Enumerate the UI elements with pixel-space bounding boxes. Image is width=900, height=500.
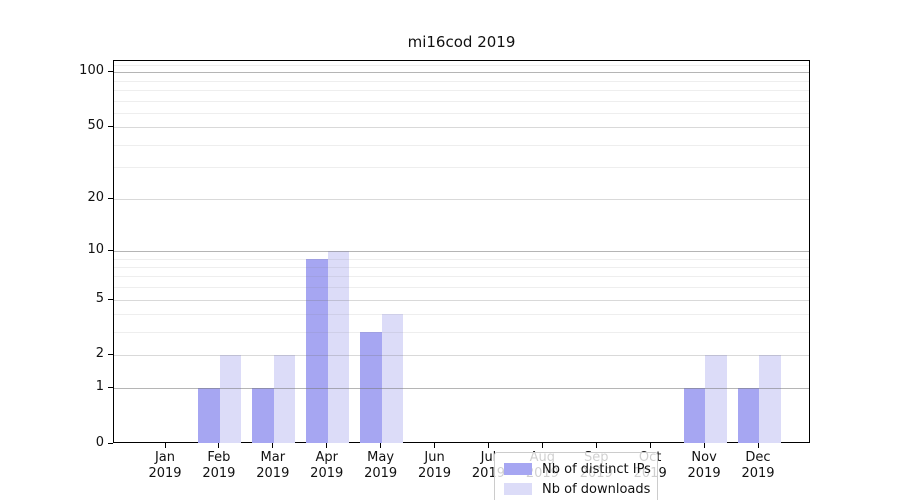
x-tick-mark <box>434 443 436 448</box>
gridline-y-5 <box>114 300 809 301</box>
x-axis-tick-label: May 2019 <box>364 450 398 481</box>
gridline-y-40 <box>114 145 809 146</box>
legend-item-distinct-ips: Nb of distinct IPs <box>504 459 651 479</box>
legend-swatch-downloads <box>504 483 532 495</box>
bars-layer <box>114 61 809 443</box>
legend-item-downloads: Nb of downloads <box>504 479 651 499</box>
gridline-y-7 <box>114 276 809 277</box>
x-tick-mark <box>326 443 328 448</box>
x-tick-mark <box>164 443 166 448</box>
y-axis-tick-label: 20 <box>87 190 104 205</box>
gridline-y-3 <box>114 332 809 333</box>
bar-distinct-ips <box>198 388 220 443</box>
x-tick-mark <box>380 443 382 448</box>
y-tick-mark <box>108 250 113 251</box>
x-axis-tick-label: Jan 2019 <box>148 450 182 481</box>
x-axis-tick-label: Mar 2019 <box>256 450 290 481</box>
x-tick-mark <box>595 443 597 448</box>
y-tick-mark <box>108 354 113 355</box>
y-axis-tick-label: 50 <box>87 118 104 133</box>
gridline-y-20 <box>114 199 809 200</box>
y-axis-tick-label: 0 <box>95 435 104 450</box>
bar-downloads <box>381 314 404 443</box>
y-axis-tick-label: 100 <box>79 63 104 78</box>
y-tick-mark <box>108 126 113 127</box>
y-tick-mark <box>108 299 113 300</box>
x-tick-mark <box>272 443 274 448</box>
legend: Nb of distinct IPs Nb of downloads <box>494 452 658 500</box>
gridline-y-90 <box>114 81 809 82</box>
legend-label-distinct-ips: Nb of distinct IPs <box>542 461 651 477</box>
x-tick-mark <box>757 443 759 448</box>
gridline-y-6 <box>114 287 809 288</box>
bar-distinct-ips <box>252 388 274 443</box>
gridline-y-10 <box>114 251 809 252</box>
x-axis-tick-label: Nov 2019 <box>687 450 721 481</box>
gridline-y-80 <box>114 90 809 91</box>
gridline-y-60 <box>114 113 809 114</box>
bar-downloads <box>759 355 781 443</box>
bar-distinct-ips <box>360 332 382 443</box>
y-tick-mark <box>108 198 113 199</box>
x-axis-tick-label: Dec 2019 <box>741 450 775 481</box>
gridline-y-70 <box>114 101 809 102</box>
gridline-y-50 <box>114 127 809 128</box>
x-tick-mark <box>541 443 543 448</box>
bar-downloads <box>219 355 242 443</box>
y-tick-mark <box>108 387 113 388</box>
bar-distinct-ips <box>306 258 328 443</box>
gridline-y-1 <box>114 388 809 389</box>
x-axis-tick-label: Apr 2019 <box>310 450 344 481</box>
gridline-y-2 <box>114 355 809 356</box>
y-axis-tick-label: 1 <box>95 379 104 394</box>
grid-layer <box>114 61 809 442</box>
gridline-y-8 <box>114 267 809 268</box>
x-tick-mark <box>649 443 651 448</box>
bar-downloads <box>705 355 727 443</box>
chart-title: mi16cod 2019 <box>407 33 516 51</box>
gridline-y-30 <box>114 167 809 168</box>
bar-downloads <box>327 250 350 443</box>
legend-swatch-distinct-ips <box>504 463 532 475</box>
bar-distinct-ips <box>683 388 706 443</box>
x-axis-tick-label: Feb 2019 <box>202 450 236 481</box>
y-tick-mark <box>108 71 113 72</box>
plot-area: Nb of distinct IPs Nb of downloads <box>113 60 810 500</box>
bar-distinct-ips <box>737 388 759 443</box>
gridline-y-4 <box>114 314 809 315</box>
y-axis-tick-label: 5 <box>95 291 104 306</box>
y-tick-mark <box>108 443 113 444</box>
gridline-y-9 <box>114 259 809 260</box>
y-axis-tick-label: 2 <box>95 346 104 361</box>
legend-label-downloads: Nb of downloads <box>542 481 651 497</box>
bar-downloads <box>273 355 296 443</box>
x-axis-tick-label: Jun 2019 <box>417 450 452 481</box>
x-tick-mark <box>487 443 489 448</box>
gridline-y-100 <box>114 72 809 73</box>
x-tick-mark <box>703 443 705 448</box>
y-axis-tick-label: 10 <box>87 242 104 257</box>
gridline-y-110 <box>114 65 809 66</box>
x-tick-mark <box>218 443 220 448</box>
